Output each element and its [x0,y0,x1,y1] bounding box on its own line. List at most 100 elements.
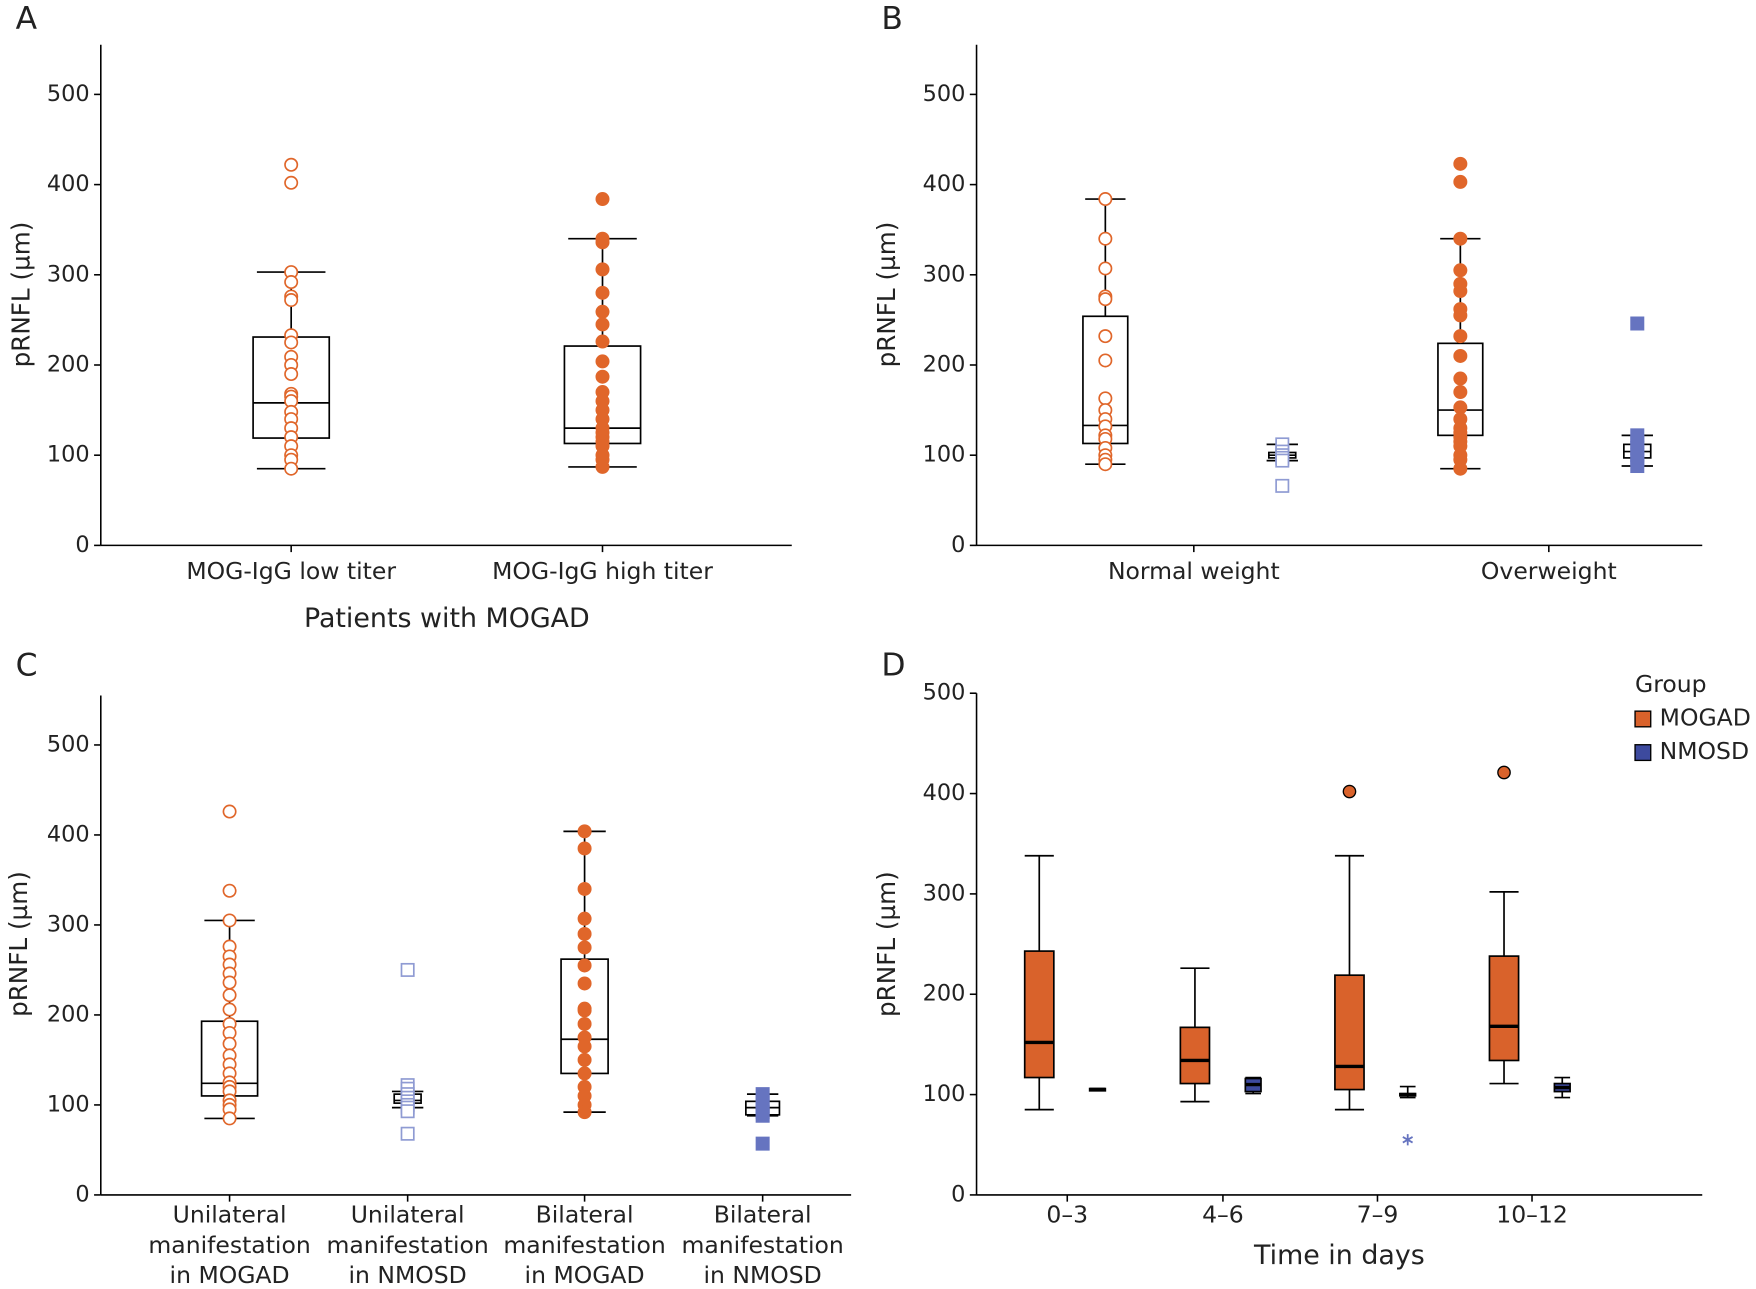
x-tick-label: 10–12 [1496,1201,1568,1229]
box [1488,955,1520,1062]
y-tick-label: 400 [923,780,966,806]
point [595,369,610,384]
x-tick-label: 0–3 [1046,1201,1088,1229]
point [595,262,610,277]
point [1453,461,1468,476]
point [1098,391,1113,406]
box [1334,974,1365,1091]
panel-label: B [881,1,903,37]
y-tick-label: 200 [923,981,966,1007]
box [1179,1026,1211,1085]
x-tick-label: Overweight [1481,557,1617,585]
x-tick-label: MOG-IgG high titer [492,557,713,585]
x-tick-label: manifestation [148,1231,310,1259]
point [400,1104,415,1119]
point [284,175,299,190]
point [577,911,592,926]
y-axis-label: pRNFL (µm) [872,222,901,368]
y-axis-label: pRNFL (µm) [4,871,33,1017]
point [222,975,237,990]
legend-title: Group [1635,670,1707,698]
point [577,1052,592,1067]
panel-label: D [881,647,905,683]
panel-label: A [16,1,38,37]
point [1453,385,1468,400]
point [595,304,610,319]
legend-swatch [1634,710,1652,728]
point [577,1105,592,1120]
point [284,275,299,290]
point [1098,353,1113,368]
point [1098,261,1113,276]
y-tick-label: 200 [47,351,90,377]
x-tick-label: Bilateral [536,1201,634,1229]
y-tick-label: 300 [47,261,90,287]
x-tick-label: manifestation [503,1231,665,1259]
point [400,1126,415,1141]
point [1453,308,1468,323]
y-tick-label: 0 [951,532,965,558]
point [1453,400,1468,415]
point [755,1108,770,1123]
x-axis-label: Time in days [1253,1240,1425,1271]
y-tick-label: 0 [75,1181,89,1207]
point [1275,478,1290,493]
x-tick-label: manifestation [326,1231,488,1259]
point [1630,316,1645,331]
extreme [1402,1134,1414,1146]
y-axis-label: pRNFL (µm) [872,871,901,1017]
point [755,1136,770,1151]
point [577,940,592,955]
x-tick-label: Normal weight [1108,557,1280,585]
point [577,976,592,991]
point [595,235,610,250]
point [1098,192,1113,207]
y-tick-label: 500 [923,81,966,107]
y-axis-label: pRNFL (µm) [6,222,35,368]
y-tick-label: 0 [951,1181,965,1207]
point [577,841,592,856]
x-tick-label: Unilateral [173,1201,287,1229]
point [577,1066,592,1081]
y-tick-label: 100 [47,1091,90,1117]
y-tick-label: 100 [923,442,966,468]
point [577,881,592,896]
y-tick-label: 200 [923,351,966,377]
point [577,1016,592,1031]
y-tick-label: 500 [923,680,966,706]
point [1098,457,1113,472]
point [222,913,237,928]
y-tick-label: 300 [923,880,966,906]
point [222,1036,237,1051]
point [1453,284,1468,299]
panel-label: C [16,647,38,683]
x-tick-label: manifestation [681,1231,843,1259]
point [222,1111,237,1126]
x-tick-label: 7–9 [1357,1201,1399,1229]
point [1098,231,1113,246]
point [1098,292,1113,307]
point [1453,371,1468,386]
y-tick-label: 300 [923,261,966,287]
point [595,192,610,207]
outlier [1342,784,1357,799]
x-axis-label: Patients with MOGAD [304,603,590,634]
y-tick-label: 100 [47,442,90,468]
y-tick-label: 0 [75,532,89,558]
y-tick-label: 100 [923,1081,966,1107]
point [595,317,610,332]
x-tick-label: in NMOSD [349,1261,467,1289]
point [577,926,592,941]
point [577,958,592,973]
x-tick-label: 4–6 [1202,1201,1244,1229]
point [595,354,610,369]
point [1453,156,1468,171]
x-tick-label: in MOGAD [170,1261,290,1289]
outlier [1497,765,1511,780]
point [284,367,299,382]
point [1453,329,1468,344]
point [1453,231,1468,246]
point [222,804,237,819]
point [1453,263,1468,278]
x-tick-label: Unilateral [351,1201,465,1229]
